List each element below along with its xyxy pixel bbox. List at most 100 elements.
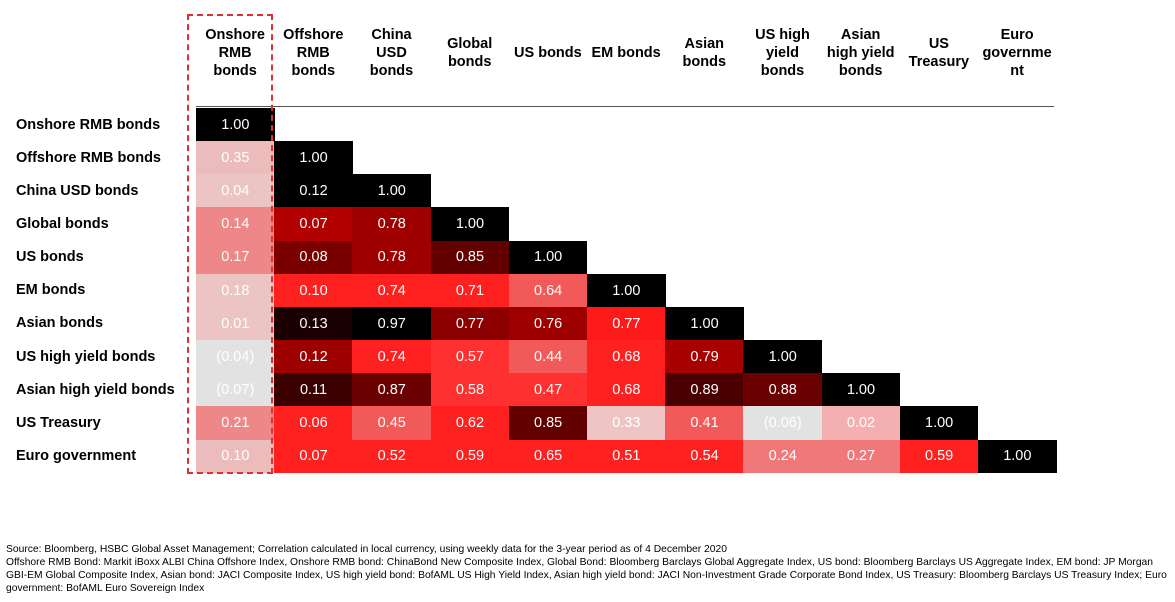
correlation-cell: 1.00 xyxy=(430,207,510,242)
correlation-cell: 0.24 xyxy=(743,439,823,474)
correlation-cell: 1.00 xyxy=(978,439,1057,474)
column-header-line: EM bonds xyxy=(591,45,661,61)
column-header-line: China xyxy=(371,27,412,43)
correlation-cell: (0.04) xyxy=(196,340,275,374)
header-divider xyxy=(196,106,1054,107)
column-header-line: Onshore xyxy=(205,27,265,43)
column-header-line: Global xyxy=(447,36,493,52)
correlation-cell: 0.97 xyxy=(352,306,432,341)
correlation-cell: 0.18 xyxy=(196,273,275,308)
index-definitions-note: Offshore RMB Bond: Markit iBoxx ALBI Chi… xyxy=(6,557,1167,594)
correlation-cell: 0.76 xyxy=(508,306,588,341)
row-header: China USD bonds xyxy=(16,182,139,199)
column-header-line: nt xyxy=(1010,63,1024,79)
correlation-cell: 0.78 xyxy=(352,207,432,242)
correlation-cell: 0.13 xyxy=(274,306,353,341)
row-header: Offshore RMB bonds xyxy=(16,149,161,166)
column-header-line: Treasury xyxy=(908,54,970,70)
column-header-line: RMB xyxy=(218,45,252,61)
column-header: US bonds xyxy=(509,22,587,84)
correlation-cell: 1.00 xyxy=(821,373,901,407)
row-header: US bonds xyxy=(16,249,84,266)
correlation-cell: 0.08 xyxy=(274,240,353,275)
correlation-cell: 0.87 xyxy=(352,373,432,407)
column-header-line: bonds xyxy=(760,63,805,79)
correlation-cell: 0.10 xyxy=(196,439,275,474)
row-header: Onshore RMB bonds xyxy=(16,116,161,133)
correlation-cell: 1.00 xyxy=(587,273,666,308)
column-header-line: bonds xyxy=(291,63,336,79)
correlation-cell: 0.41 xyxy=(665,406,744,440)
correlation-cell: 1.00 xyxy=(899,406,979,440)
correlation-cell: 0.14 xyxy=(196,207,275,242)
correlation-cell: 0.58 xyxy=(430,373,510,407)
column-header: US high yield bonds xyxy=(743,22,821,84)
column-header: US Treasury xyxy=(900,22,978,84)
correlation-cell: 0.54 xyxy=(665,439,744,474)
correlation-cell: 0.17 xyxy=(196,240,275,275)
column-header-line: USD xyxy=(376,45,407,61)
row-header: US Treasury xyxy=(16,414,101,431)
column-header-line: US bonds xyxy=(514,45,582,61)
column-header-line: bonds xyxy=(369,63,414,79)
column-header-line: Euro xyxy=(1000,27,1034,43)
onshore-column-highlight-box xyxy=(187,14,273,474)
column-header: Euro governme nt xyxy=(978,22,1056,84)
correlation-cell: 0.65 xyxy=(508,439,588,474)
column-header-line: US xyxy=(928,36,949,52)
correlation-cell: 0.79 xyxy=(665,340,744,374)
correlation-cell: 0.11 xyxy=(274,373,353,407)
correlation-cell: 0.89 xyxy=(665,373,744,407)
correlation-cell: 0.35 xyxy=(196,141,275,175)
row-header: US high yield bonds xyxy=(16,348,156,365)
correlation-cell: 0.07 xyxy=(274,207,353,242)
correlation-cell: 0.07 xyxy=(274,439,353,474)
correlation-cell: 0.88 xyxy=(743,373,823,407)
row-header: Global bonds xyxy=(16,215,109,232)
correlation-cell: 0.27 xyxy=(821,439,901,474)
correlation-cell: 0.64 xyxy=(508,273,588,308)
footnotes: Source: Bloomberg, HSBC Global Asset Man… xyxy=(6,543,1171,595)
column-header-line: bonds xyxy=(682,54,727,70)
column-header-line: RMB xyxy=(296,45,330,61)
correlation-cell: 0.33 xyxy=(587,406,666,440)
source-note: Source: Bloomberg, HSBC Global Asset Man… xyxy=(6,544,727,555)
column-header: Global bonds xyxy=(431,22,509,84)
column-header: Offshore RMB bonds xyxy=(274,22,352,84)
correlation-cell: 0.10 xyxy=(274,273,353,308)
correlation-cell: (0.07) xyxy=(196,373,275,407)
column-header: Asian high yield bonds xyxy=(822,22,900,84)
column-header: Onshore RMB bonds xyxy=(196,22,274,84)
column-header-line: bonds xyxy=(447,54,492,70)
correlation-cell: 0.77 xyxy=(587,306,666,341)
correlation-cell: 0.47 xyxy=(508,373,588,407)
correlation-cell: 0.02 xyxy=(821,406,901,440)
correlation-cell: 0.71 xyxy=(430,273,510,308)
row-header: Asian high yield bonds xyxy=(16,381,175,398)
correlation-cell: 0.21 xyxy=(196,406,275,440)
correlation-cell: 1.00 xyxy=(352,174,432,208)
column-header-line: governme xyxy=(982,45,1052,61)
column-header-line: high yield xyxy=(826,45,895,61)
column-header-line: bonds xyxy=(838,63,883,79)
column-header-line: Offshore xyxy=(283,27,344,43)
correlation-cell: 0.68 xyxy=(587,373,666,407)
column-header-line: bonds xyxy=(213,63,257,79)
correlation-cell: 0.57 xyxy=(430,340,510,374)
correlation-cell: 0.44 xyxy=(508,340,588,374)
column-header-line: US high xyxy=(755,27,810,43)
correlation-cell: 0.68 xyxy=(587,340,666,374)
correlation-cell: 0.85 xyxy=(430,240,510,275)
row-header: Asian bonds xyxy=(16,315,104,332)
correlation-cell: 1.00 xyxy=(665,306,744,341)
correlation-cell: 1.00 xyxy=(508,240,588,275)
correlation-cell: 0.52 xyxy=(352,439,432,474)
correlation-cell: 0.12 xyxy=(274,340,353,374)
column-header-line: yield xyxy=(765,45,799,61)
column-header-line: Asian xyxy=(684,36,725,52)
correlation-cell: 0.85 xyxy=(508,406,588,440)
correlation-cell: 1.00 xyxy=(743,340,823,374)
correlation-cell: 0.74 xyxy=(352,273,432,308)
correlation-cell: 0.06 xyxy=(274,406,353,440)
correlation-cell: 1.00 xyxy=(274,141,353,175)
